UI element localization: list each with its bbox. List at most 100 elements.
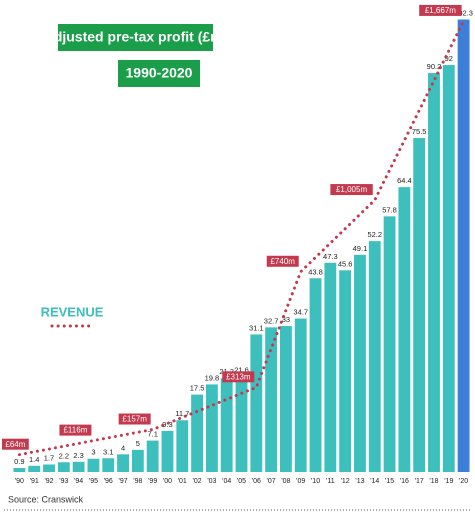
value-label: 0.9	[14, 457, 24, 466]
value-label: 45.6	[338, 259, 353, 268]
value-label: 64.4	[397, 176, 412, 185]
revenue-line	[17, 19, 466, 457]
bar	[205, 384, 218, 472]
x-tick-label: '07	[267, 478, 276, 485]
revenue-label: £157m	[122, 415, 147, 424]
value-label: 3.1	[103, 447, 113, 456]
x-tick-label: '95	[89, 478, 98, 485]
revenue-label-box	[222, 371, 255, 383]
x-tick-label: '94	[74, 478, 83, 485]
x-tick-label: '91	[30, 478, 39, 485]
x-tick-label: '02	[193, 478, 202, 485]
x-tick-label: '09	[296, 478, 305, 485]
value-label: 11.7	[175, 409, 189, 418]
x-tick-label: '05	[237, 478, 246, 485]
value-label: 49.1	[353, 244, 368, 253]
revenue-label: £740m	[270, 257, 295, 266]
bar	[324, 262, 337, 472]
value-label: 102.3	[454, 9, 473, 18]
bar	[250, 334, 263, 472]
bar	[43, 464, 55, 472]
value-label: 32.7	[264, 316, 279, 325]
value-label: 43.8	[308, 267, 323, 276]
bar	[383, 216, 396, 472]
x-tick-label: '90	[15, 478, 24, 485]
x-tick-label: '03	[207, 478, 216, 485]
value-label: 90.2	[427, 62, 442, 71]
x-tick-label: '16	[400, 478, 409, 485]
x-tick-label: '13	[355, 478, 364, 485]
revenue-label: £64m	[5, 440, 25, 449]
bar	[413, 138, 426, 473]
bar	[191, 394, 204, 472]
bar	[57, 462, 70, 472]
revenue-label-box	[118, 413, 151, 425]
bar	[72, 461, 85, 472]
bar	[13, 468, 26, 472]
value-label: 31.1	[249, 323, 264, 332]
x-tick-label: '12	[341, 478, 350, 485]
x-tick-label: '15	[385, 478, 394, 485]
value-label: 34.7	[293, 308, 308, 317]
value-label: 2.3	[73, 451, 83, 460]
bar	[457, 19, 470, 473]
value-label: 5	[136, 439, 140, 448]
x-tick-label: '06	[252, 478, 261, 485]
bar	[87, 458, 100, 472]
revenue-label-box	[2, 438, 29, 450]
bar	[117, 454, 129, 472]
bar	[161, 430, 174, 472]
x-tick-label: '96	[104, 478, 113, 485]
subtitle-box	[118, 60, 200, 87]
value-label: 52.2	[367, 230, 382, 239]
source: Source: Cranswick	[8, 494, 84, 504]
bar	[265, 327, 278, 472]
bar	[220, 378, 233, 472]
x-tick-label: '19	[444, 478, 453, 485]
x-tick-label: '18	[429, 478, 438, 485]
chart-title: Adjusted pre-tax profit (£m)	[44, 29, 228, 45]
bar	[131, 449, 144, 472]
value-label: 17.5	[190, 384, 205, 393]
bar	[428, 73, 440, 473]
bar	[442, 65, 455, 473]
revenue-label: £1,667m	[425, 6, 456, 15]
value-label: 3	[91, 448, 95, 457]
bar	[102, 458, 115, 472]
bar	[294, 318, 307, 472]
x-tick-label: '04	[222, 478, 231, 485]
title-box	[58, 24, 213, 51]
value-label: 2.2	[59, 451, 69, 460]
revenue-label: £1,005m	[336, 185, 367, 194]
bar	[176, 420, 189, 472]
value-label: 33	[282, 315, 290, 324]
value-label: 92	[445, 54, 453, 63]
x-tick-label: '99	[148, 478, 157, 485]
x-tick-label: '14	[370, 478, 379, 485]
revenue-label: £313m	[226, 372, 251, 381]
x-tick-label: '97	[118, 478, 127, 485]
value-label: 75.5	[412, 127, 427, 136]
x-tick-label: '10	[311, 478, 320, 485]
revenue-label-box	[266, 255, 299, 267]
bar	[368, 241, 381, 472]
x-tick-label: '92	[44, 478, 53, 485]
bar	[339, 270, 352, 472]
revenue-label-box	[419, 4, 462, 16]
revenue-label-box	[59, 424, 92, 436]
x-tick-label: '08	[281, 478, 290, 485]
bar	[146, 440, 159, 472]
x-tick-label: '20	[459, 478, 468, 485]
bar	[309, 278, 322, 472]
x-tick-label: '11	[326, 478, 335, 485]
x-tick-label: '17	[415, 478, 424, 485]
legend-label: REVENUE	[41, 304, 104, 319]
revenue-label-box	[330, 184, 373, 196]
revenue-label: £116m	[63, 426, 87, 435]
bar	[235, 376, 248, 472]
bar	[28, 465, 41, 472]
chart-subtitle: 1990-2020	[126, 65, 193, 81]
value-label: 21.6	[234, 365, 249, 374]
